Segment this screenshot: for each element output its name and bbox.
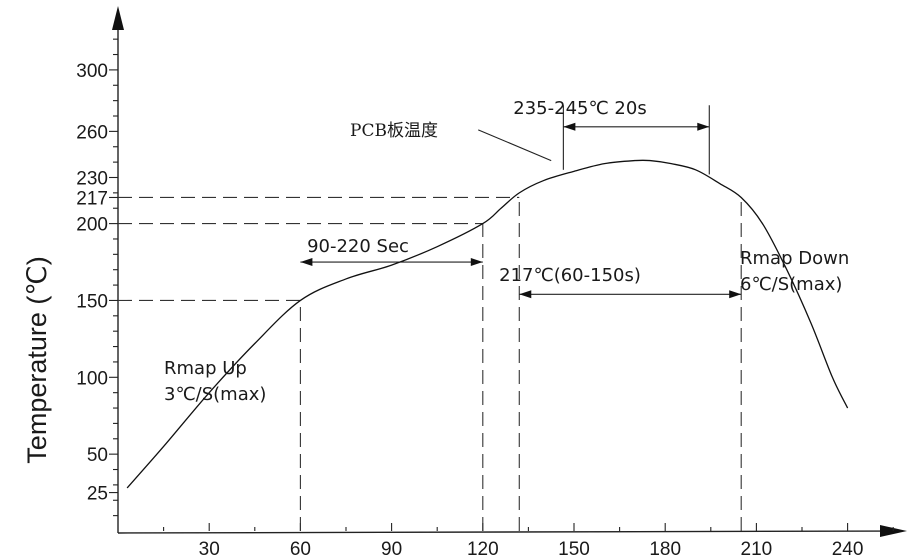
reflow-bracket-arrow-right xyxy=(729,290,742,299)
interval-brackets xyxy=(300,105,742,299)
reference-lines xyxy=(118,196,742,531)
x-tick-label: 90 xyxy=(381,539,402,557)
reflow-time-label: 217℃(60-150s) xyxy=(499,265,641,286)
peak-bracket-arrow-right xyxy=(697,122,710,131)
ramp-down-label: Rmap Down xyxy=(740,248,849,269)
y-tick-label: 260 xyxy=(76,122,108,143)
x-tick-label: 240 xyxy=(832,539,864,557)
y-tick-label: 100 xyxy=(76,368,108,389)
soak-time-label: 90-220 Sec xyxy=(307,236,409,257)
peak-bracket-arrow-left xyxy=(563,122,576,131)
x-tick-label: 210 xyxy=(741,539,773,557)
x-tick-labels: 306090120150180210240270 xyxy=(199,539,864,557)
y-axis-label: Temperature (℃) xyxy=(22,256,52,463)
x-tick-label: 30 xyxy=(199,539,220,557)
ramp-down-rate-label: 6℃/S(max) xyxy=(740,274,842,295)
soak-bracket-arrow-right xyxy=(470,258,483,267)
pcb-leader-line xyxy=(478,129,552,162)
x-tick-label: 60 xyxy=(290,539,311,557)
pcb-temp-label: PCB板温度 xyxy=(350,121,438,141)
x-tick-label: 180 xyxy=(649,539,681,557)
y-tick-label: 50 xyxy=(87,445,108,466)
ramp-up-rate-label: 3℃/S(max) xyxy=(164,384,266,405)
soak-bracket-arrow-left xyxy=(300,258,313,267)
y-tick-label: 300 xyxy=(76,61,108,82)
x-axis xyxy=(117,530,898,534)
reflow-bracket-arrow-left xyxy=(519,290,532,299)
y-tick-label: 25 xyxy=(87,484,108,505)
peak-temp-label: 235-245℃ 20s xyxy=(513,98,646,119)
y-axis-arrow xyxy=(112,6,124,30)
temperature-curve xyxy=(126,159,849,489)
ramp-up-label: Rmap Up xyxy=(164,358,247,379)
tick-marks xyxy=(109,38,894,531)
y-tick-label: 230 xyxy=(76,168,108,189)
y-tick-label: 150 xyxy=(76,291,108,312)
y-tick-label: 217 xyxy=(76,188,108,209)
x-tick-label: 150 xyxy=(558,539,590,557)
y-tick-label: 200 xyxy=(76,215,108,236)
x-tick-label: 120 xyxy=(467,539,499,557)
